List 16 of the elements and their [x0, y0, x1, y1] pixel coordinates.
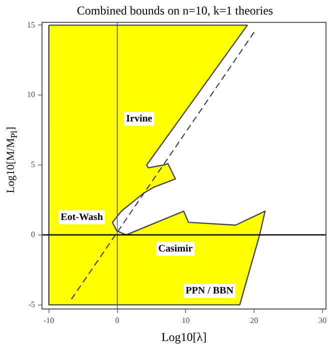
x-tick-label: 20	[250, 316, 258, 325]
y-tick-label: 0	[31, 230, 35, 239]
x-tick-label: 10	[182, 316, 190, 325]
y-tick-label: 5	[31, 160, 35, 170]
x-axis-title: Log10[λ]	[161, 330, 207, 344]
x-tick-label: 30	[318, 316, 327, 325]
annotation: PPN / BBN	[186, 286, 234, 297]
y-tick-label: 15	[27, 20, 35, 30]
x-tick-label: 0	[115, 316, 120, 325]
annotation: Irvine	[126, 113, 153, 124]
annotation: Casimir	[158, 243, 194, 254]
annotation: Eot-Wash	[60, 212, 104, 223]
chart-title: Combined bounds on n=10, k=1 theories	[76, 3, 274, 18]
x-tick-label: -10	[44, 316, 54, 325]
y-tick-label: 10	[27, 90, 35, 100]
y-tick-label: -5	[28, 300, 35, 309]
